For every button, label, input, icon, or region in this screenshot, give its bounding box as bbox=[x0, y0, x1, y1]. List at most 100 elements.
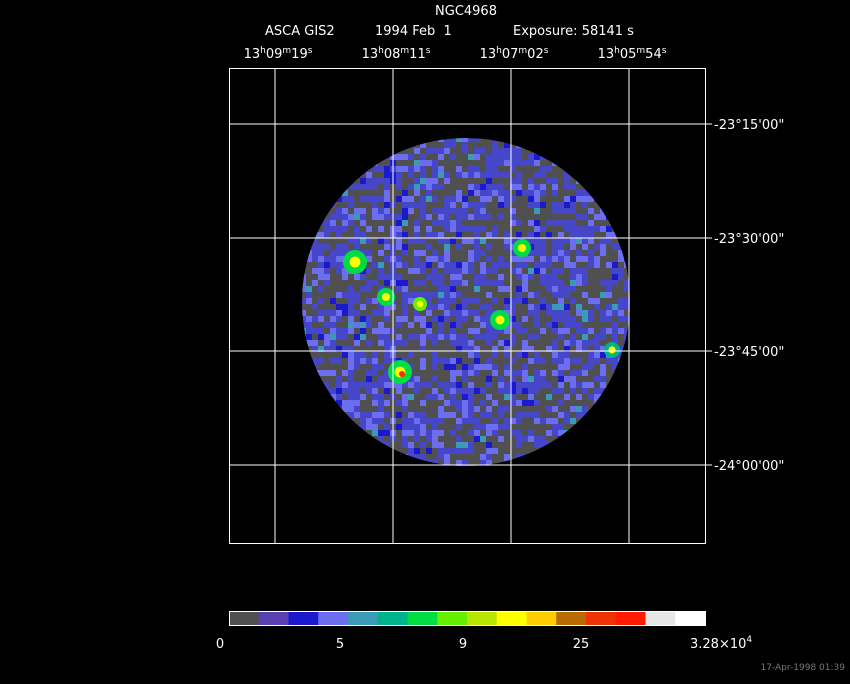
pixel bbox=[342, 376, 348, 382]
pixel bbox=[480, 298, 486, 304]
pixel bbox=[576, 304, 582, 310]
pixel bbox=[588, 400, 594, 406]
pixel bbox=[402, 214, 408, 220]
pixel bbox=[432, 256, 438, 262]
pixel bbox=[564, 436, 570, 442]
pixel bbox=[474, 388, 480, 394]
pixel bbox=[414, 328, 420, 334]
pixel bbox=[606, 250, 612, 256]
pixel bbox=[414, 226, 420, 232]
pixel bbox=[330, 274, 336, 280]
pixel bbox=[468, 340, 474, 346]
pixel bbox=[408, 310, 414, 316]
pixel bbox=[468, 220, 474, 226]
pixel bbox=[348, 328, 354, 334]
pixel bbox=[372, 424, 378, 430]
pixel bbox=[558, 340, 564, 346]
pixel bbox=[396, 202, 402, 208]
pixel bbox=[498, 442, 504, 448]
pixel bbox=[444, 400, 450, 406]
pixel bbox=[360, 400, 366, 406]
pixel bbox=[588, 142, 594, 148]
pixel bbox=[516, 376, 522, 382]
pixel bbox=[612, 154, 618, 160]
pixel bbox=[522, 214, 528, 220]
pixel bbox=[594, 292, 600, 298]
pixel bbox=[348, 406, 354, 412]
pixel bbox=[444, 178, 450, 184]
pixel bbox=[432, 346, 438, 352]
pixel bbox=[336, 364, 342, 370]
pixel bbox=[498, 166, 504, 172]
pixel bbox=[630, 430, 636, 436]
pixel bbox=[486, 424, 492, 430]
pixel bbox=[486, 220, 492, 226]
pixel bbox=[594, 298, 600, 304]
pixel bbox=[396, 334, 402, 340]
pixel bbox=[360, 238, 366, 244]
pixel bbox=[348, 280, 354, 286]
pixel bbox=[618, 256, 624, 262]
pixel bbox=[312, 178, 318, 184]
pixel bbox=[504, 142, 510, 148]
pixel bbox=[504, 346, 510, 352]
pixel bbox=[372, 268, 378, 274]
pixel bbox=[372, 172, 378, 178]
pixel bbox=[402, 172, 408, 178]
pixel bbox=[408, 148, 414, 154]
pixel bbox=[612, 286, 618, 292]
pixel bbox=[330, 298, 336, 304]
pixel bbox=[312, 388, 318, 394]
pixel bbox=[378, 454, 384, 460]
pixel bbox=[450, 466, 456, 472]
pixel bbox=[534, 418, 540, 424]
pixel bbox=[342, 310, 348, 316]
pixel bbox=[354, 412, 360, 418]
pixel bbox=[324, 214, 330, 220]
pixel bbox=[336, 138, 342, 142]
pixel bbox=[420, 226, 426, 232]
pixel bbox=[462, 178, 468, 184]
pixel bbox=[612, 226, 618, 232]
pixel bbox=[336, 286, 342, 292]
pixel bbox=[576, 138, 582, 142]
pixel bbox=[468, 142, 474, 148]
pixel bbox=[546, 364, 552, 370]
pixel bbox=[342, 412, 348, 418]
pixel bbox=[612, 202, 618, 208]
pixel bbox=[408, 226, 414, 232]
exposure: Exposure: 58141 s bbox=[513, 24, 634, 39]
pixel bbox=[606, 388, 612, 394]
pixel bbox=[450, 418, 456, 424]
pixel bbox=[456, 196, 462, 202]
pixel bbox=[528, 148, 534, 154]
pixel bbox=[354, 424, 360, 430]
pixel bbox=[426, 202, 432, 208]
pixel bbox=[522, 148, 528, 154]
pixel bbox=[552, 364, 558, 370]
pixel bbox=[606, 154, 612, 160]
pixel bbox=[450, 148, 456, 154]
pixel bbox=[594, 268, 600, 274]
pixel bbox=[384, 304, 390, 310]
pixel bbox=[498, 202, 504, 208]
value: 09 bbox=[266, 47, 283, 62]
pixel bbox=[378, 244, 384, 250]
pixel bbox=[528, 418, 534, 424]
pixel bbox=[444, 274, 450, 280]
pixel bbox=[462, 280, 468, 286]
pixel bbox=[570, 256, 576, 262]
pixel bbox=[330, 208, 336, 214]
pixel bbox=[552, 412, 558, 418]
pixel bbox=[378, 346, 384, 352]
pixel bbox=[438, 376, 444, 382]
pixel bbox=[618, 184, 624, 190]
pixel bbox=[468, 232, 474, 238]
pixel bbox=[438, 406, 444, 412]
pixel bbox=[498, 358, 504, 364]
pixel bbox=[360, 388, 366, 394]
pixel bbox=[450, 232, 456, 238]
pixel bbox=[504, 214, 510, 220]
pixel bbox=[504, 376, 510, 382]
pixel bbox=[330, 196, 336, 202]
